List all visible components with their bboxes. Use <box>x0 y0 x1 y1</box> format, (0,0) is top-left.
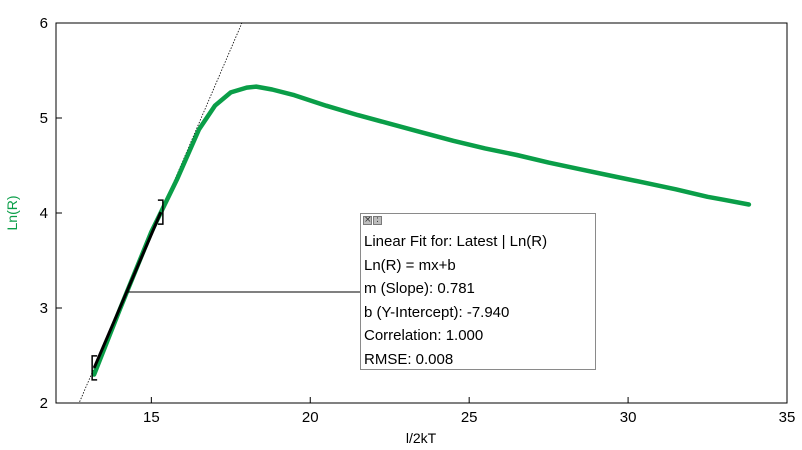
y-tick-label: 2 <box>40 395 48 412</box>
x-tick-label: 15 <box>143 409 160 426</box>
axis-ticks: 15 20 25 30 35 2 3 4 5 6 <box>40 15 796 426</box>
range-end-bracket[interactable] <box>157 199 164 225</box>
series-line <box>91 84 752 377</box>
fit-slope: m (Slope): 0.781 <box>364 280 475 297</box>
options-icon[interactable]: : <box>373 216 382 225</box>
close-icon[interactable]: × <box>363 215 372 225</box>
range-start-bracket[interactable] <box>91 355 98 381</box>
y-axis-label: Ln(R) <box>4 195 20 230</box>
fit-correlation: Correlation: 1.000 <box>364 327 484 344</box>
x-tick-label: 20 <box>302 409 319 426</box>
x-tick-label: 35 <box>779 409 796 426</box>
linear-fit-box[interactable]: × : Linear Fit for: Latest | Ln(R) Ln(R)… <box>360 213 596 370</box>
x-tick-label: 30 <box>620 409 637 426</box>
fit-line <box>92 211 163 369</box>
fit-rmse: RMSE: 0.008 <box>364 350 454 368</box>
y-tick-label: 3 <box>40 300 48 317</box>
fit-equation: Ln(R) = mx+b <box>364 256 456 274</box>
y-tick-label: 4 <box>40 205 48 222</box>
y-tick-label: 6 <box>40 15 48 32</box>
x-axis-label: l/2kT <box>406 430 437 446</box>
fit-intercept: b (Y-Intercept): -7.940 <box>364 303 510 321</box>
fit-title: Linear Fit for: Latest | Ln(R) <box>364 233 548 250</box>
x-tick-label: 25 <box>461 409 478 426</box>
y-tick-label: 5 <box>40 110 48 127</box>
